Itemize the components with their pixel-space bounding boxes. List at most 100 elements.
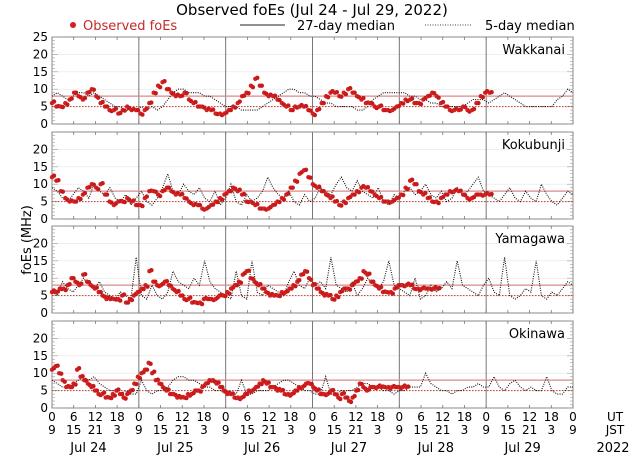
observed-point: [180, 93, 185, 98]
station-label: Wakkanai: [502, 43, 565, 58]
observed-point: [238, 280, 244, 285]
observed-point: [121, 292, 127, 297]
jst-tick-label: 21: [522, 423, 537, 437]
observed-point: [233, 105, 238, 110]
ut-tick-label: 6: [70, 410, 78, 424]
observed-point: [347, 287, 353, 292]
observed-point: [245, 391, 250, 397]
observed-point: [339, 94, 344, 99]
observed-point: [130, 387, 135, 393]
observed-point: [91, 87, 97, 92]
observed-point: [98, 289, 103, 295]
observed-point: [378, 103, 384, 108]
observed-point: [137, 376, 143, 381]
observed-point: [144, 367, 150, 372]
observed-point: [334, 198, 340, 204]
observed-point: [445, 104, 450, 109]
observed-point: [409, 177, 415, 182]
observed-point: [414, 182, 419, 187]
observed-point: [317, 106, 322, 112]
observed-point: [237, 99, 242, 104]
observed-point: [405, 187, 410, 192]
observed-point: [436, 200, 441, 206]
observed-point: [401, 192, 406, 198]
observed-point: [427, 195, 432, 200]
observed-point: [112, 393, 118, 398]
observed-point: [152, 369, 157, 374]
observed-point: [82, 190, 88, 196]
observed-point: [166, 387, 171, 392]
observed-point: [489, 90, 494, 95]
observed-point: [328, 292, 333, 298]
observed-point: [255, 75, 260, 81]
jst-tick-label: 3: [113, 423, 121, 437]
observed-point: [73, 90, 79, 95]
observed-point: [272, 202, 278, 207]
observed-point: [104, 192, 110, 197]
y-tick-label: 20: [33, 236, 48, 250]
y-tick-label: 15: [33, 65, 48, 79]
observed-point: [290, 107, 295, 113]
observed-point: [294, 179, 300, 184]
observed-point: [352, 192, 357, 197]
observed-point: [131, 198, 136, 203]
observed-point: [116, 387, 121, 392]
observed-point: [359, 276, 364, 281]
ut-tick-label: 6: [157, 410, 165, 424]
day-label: Jul 29: [503, 441, 540, 456]
day-label: Jul 28: [417, 441, 454, 456]
observed-point: [197, 202, 203, 208]
observed-point: [365, 185, 371, 190]
jst-tick-label: 9: [396, 423, 404, 437]
y-axis-label: foEs (MHz): [20, 205, 35, 275]
observed-point: [73, 199, 79, 204]
day-label: Jul 24: [69, 441, 106, 456]
observed-point: [437, 285, 442, 291]
median-5day-trace: [51, 371, 573, 395]
jst-tick-label: 3: [547, 423, 555, 437]
observed-point: [67, 282, 72, 287]
observed-point: [308, 175, 313, 180]
observed-point: [336, 294, 341, 300]
observed-point: [166, 87, 172, 92]
jst-tick-label: 15: [413, 423, 428, 437]
panel-kokubunji: 0 5 10 15 20 Kokubunji: [33, 131, 574, 226]
ut-tick-label: 18: [109, 410, 124, 424]
observed-point: [118, 298, 123, 303]
observed-point: [258, 282, 263, 287]
station-label: Okinawa: [509, 327, 565, 342]
jst-tick-label: 15: [327, 423, 342, 437]
observed-point: [210, 202, 216, 207]
ut-tick-label: 0: [569, 410, 577, 424]
observed-point: [277, 97, 282, 103]
jst-tick-label: 21: [435, 423, 450, 437]
observed-point: [119, 391, 125, 397]
observed-point: [227, 291, 232, 296]
y-tick-label: 15: [33, 349, 48, 363]
day-label: Jul 25: [156, 441, 193, 456]
jst-tick-label: 15: [66, 423, 81, 437]
observed-point: [78, 196, 83, 202]
observed-point: [82, 95, 88, 101]
observed-point: [219, 197, 225, 202]
observed-point: [87, 185, 92, 190]
observed-point: [246, 268, 251, 273]
observed-point: [140, 112, 145, 117]
ut-tick-label: 6: [244, 410, 252, 424]
jst-tick-label: 3: [287, 423, 295, 437]
ut-tick-label: 12: [261, 410, 276, 424]
observed-point: [220, 384, 225, 390]
observed-point: [155, 377, 160, 382]
y-tick-label: 25: [33, 30, 48, 44]
observed-point: [184, 196, 189, 201]
observed-point: [471, 106, 477, 112]
observed-point: [223, 293, 228, 299]
observed-point: [180, 293, 185, 298]
ut-tick-label: 12: [88, 410, 103, 424]
ut-tick-label: 0: [396, 410, 404, 424]
observed-point: [476, 100, 481, 106]
observed-point: [458, 107, 463, 112]
observed-point: [51, 99, 57, 104]
observed-point: [65, 102, 70, 107]
